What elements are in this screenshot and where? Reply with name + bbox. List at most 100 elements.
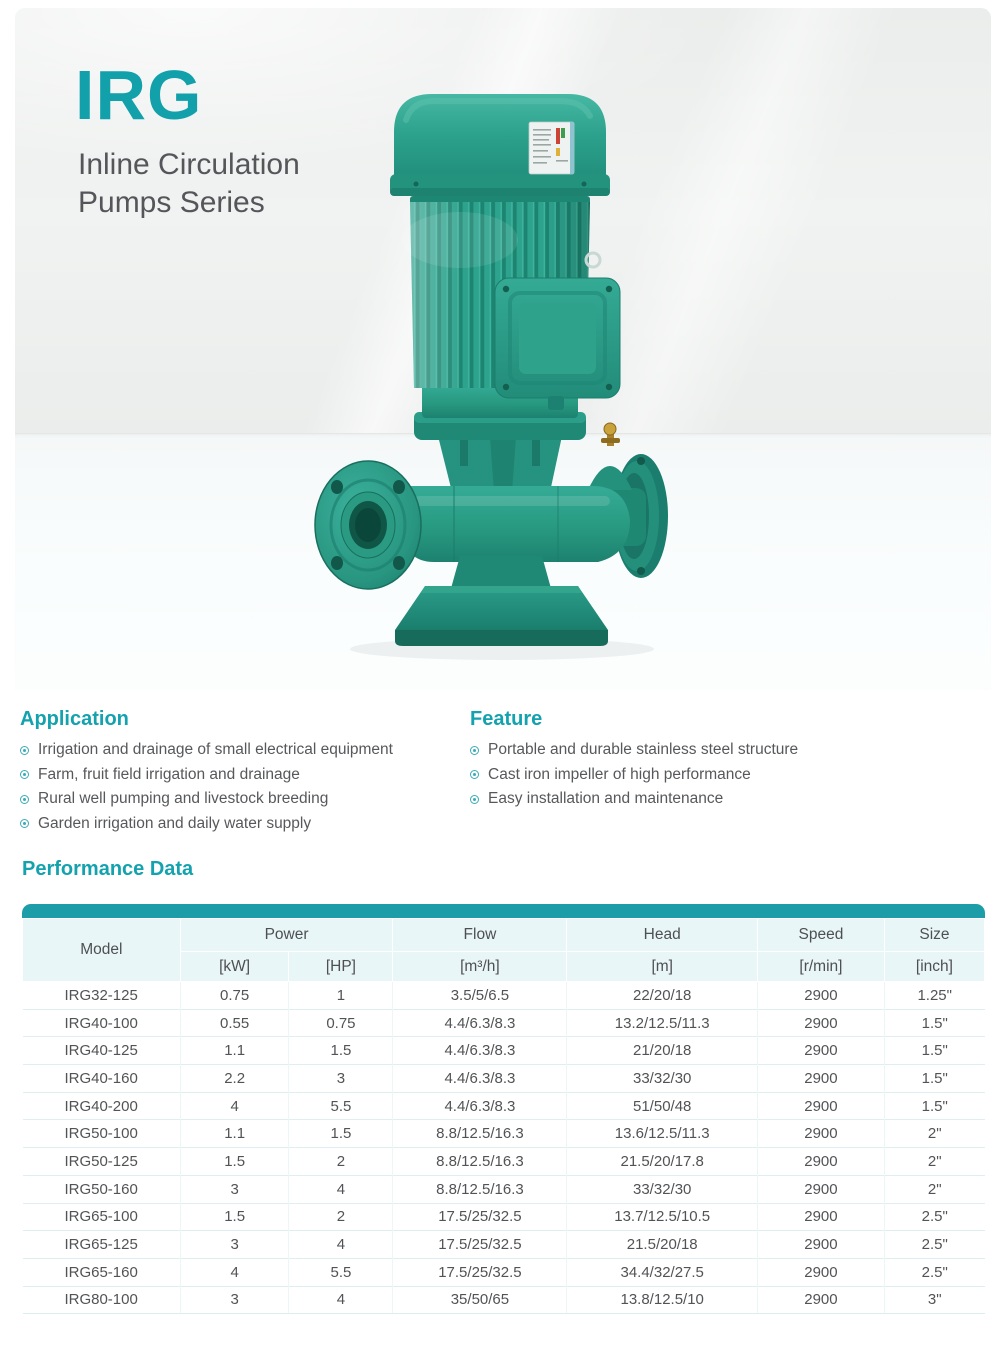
performance-table: Model Power Flow Head Speed Size [kW] [H… — [22, 918, 986, 1315]
table-cell: 2.5" — [883, 1230, 985, 1259]
list-item: Farm, fruit field irrigation and drainag… — [20, 765, 465, 784]
table-cell: 2900 — [756, 1036, 885, 1065]
table-cell: 3.5/5/6.5 — [392, 981, 567, 1010]
table-cell: 2.5" — [883, 1202, 985, 1231]
table-cell: 2900 — [756, 981, 885, 1010]
table-cell: 2900 — [756, 1064, 885, 1093]
table-cell: 2.2 — [179, 1064, 289, 1093]
table-cell: 2900 — [756, 1285, 885, 1315]
pump-junction-box — [494, 277, 621, 410]
table-cell: 3 — [179, 1230, 289, 1259]
list-item-text: Farm, fruit field irrigation and drainag… — [38, 765, 300, 783]
application-section: Application Irrigation and drainage of s… — [20, 708, 465, 840]
table-cell: 2 — [288, 1202, 393, 1231]
table-cell: 4.4/6.3/8.3 — [392, 1064, 567, 1093]
feature-section: Feature Portable and durable stainless s… — [470, 708, 1000, 816]
table-cell: 2900 — [756, 1008, 885, 1037]
performance-title: Performance Data — [22, 858, 194, 880]
table-cell: 2900 — [756, 1230, 885, 1259]
list-item-text: Garden irrigation and daily water supply — [38, 814, 312, 832]
unit-header-head: [m] — [566, 951, 758, 982]
table-cell: 34.4/32/27.5 — [566, 1257, 758, 1287]
pump-volute — [402, 466, 646, 562]
table-cell: 1.5 — [288, 1119, 393, 1148]
table-header: Model Power Flow Head Speed Size [kW] [H… — [22, 918, 986, 982]
list-item: Easy installation and maintenance — [470, 790, 1000, 808]
model-cell: IRG40-160 — [22, 1064, 181, 1093]
inline-pump-photo — [314, 94, 668, 660]
table-cell: 1 — [288, 981, 393, 1010]
table-row: IRG40-200 4 5.5 4.4/6.3/8.3 51/50/48 2900 1.5" — [22, 1091, 985, 1120]
table-row: IRG65-125 3 4 17.5/25/32.5 21.5/20/18 2900 2.5… — [22, 1230, 985, 1259]
pump-lantern — [438, 436, 562, 492]
ring-bullet-icon — [20, 745, 29, 755]
model-cell: IRG65-100 — [22, 1202, 181, 1231]
list-item-text: Rural well pumping and livestock breedin… — [38, 790, 329, 807]
hero-section: IRG Inline Circulation Pumps Series — [15, 8, 991, 690]
table-cell: 1.5 — [179, 1147, 289, 1176]
col-header-head: Head — [566, 918, 758, 952]
table-cell: 8.8/12.5/16.3 — [392, 1174, 567, 1203]
table-cell: 8.8/12.5/16.3 — [392, 1119, 567, 1148]
feature-title: Feature — [470, 708, 543, 730]
model-cell: IRG65-125 — [22, 1230, 181, 1259]
table-cell: 2" — [883, 1174, 985, 1203]
table-cell: 2.5" — [883, 1257, 985, 1287]
table-cell: 13.7/12.5/10.5 — [566, 1202, 758, 1231]
table-cell: 1.5" — [883, 1091, 985, 1120]
table-cell: 21.5/20/18 — [566, 1230, 758, 1259]
col-header-speed: Speed — [756, 918, 885, 952]
table-cell: 1.1 — [179, 1036, 289, 1065]
table-cell: 35/50/65 — [392, 1285, 567, 1315]
table-cell: 3 — [179, 1174, 289, 1203]
model-cell: IRG40-125 — [22, 1036, 181, 1065]
table-cell: 2900 — [756, 1202, 885, 1231]
table-cell: 0.75 — [179, 981, 289, 1010]
list-item-text: Easy installation and maintenance — [488, 790, 724, 807]
performance-table-body: IRG32-125 0.75 1 3.5/5/6.5 22/20/18 2900 1.25"… — [22, 981, 985, 1315]
table-cell: 4 — [288, 1174, 393, 1203]
table-cell: 22/20/18 — [566, 981, 758, 1010]
table-cell: 1.5 — [179, 1202, 289, 1231]
list-item-text: Cast iron impeller of high performance — [488, 765, 751, 783]
table-cell: 17.5/25/32.5 — [392, 1230, 567, 1259]
model-cell: IRG50-100 — [22, 1119, 181, 1148]
unit-header-speed: [r/min] — [756, 951, 885, 982]
motor-nameplate — [528, 121, 575, 175]
list-item-text: Portable and durable stainless steel str… — [488, 741, 799, 758]
model-cell: IRG40-200 — [22, 1091, 181, 1120]
model-cell: IRG50-125 — [22, 1147, 181, 1176]
table-row: IRG40-125 1.1 1.5 4.4/6.3/8.3 21/20/18 2900 1.… — [22, 1036, 985, 1065]
table-cell: 2900 — [756, 1091, 885, 1120]
table-row: IRG40-160 2.2 3 4.4/6.3/8.3 33/32/30 2900 1.5" — [22, 1064, 985, 1093]
table-cell: 4 — [179, 1091, 289, 1120]
pump-motor-cap — [390, 94, 610, 196]
table-cell: 2900 — [756, 1119, 885, 1148]
table-cell: 4.4/6.3/8.3 — [392, 1036, 567, 1065]
col-header-model: Model — [22, 918, 181, 982]
table-row: IRG50-100 1.1 1.5 8.8/12.5/16.3 13.6/12.5/11… — [22, 1119, 985, 1148]
ring-bullet-icon — [470, 794, 479, 804]
table-cell: 3" — [883, 1285, 985, 1315]
table-cell: 0.55 — [179, 1008, 289, 1037]
table-cell: 3 — [288, 1064, 393, 1093]
performance-table-wrap: Model Power Flow Head Speed Size [kW] [H… — [22, 904, 986, 1315]
table-row: IRG80-100 3 4 35/50/65 13.8/12.5/10 2900 3" — [22, 1285, 985, 1315]
brand-subtitle: Inline Circulation Pumps Series — [78, 146, 300, 222]
model-cell: IRG50-160 — [22, 1174, 181, 1203]
table-cell: 1.1 — [179, 1119, 289, 1148]
pump-brass-valve — [601, 422, 620, 446]
table-cell: 1.5" — [883, 1064, 985, 1093]
table-cell: 2 — [288, 1147, 393, 1176]
table-cell: 2900 — [756, 1147, 885, 1176]
table-cell: 17.5/25/32.5 — [392, 1202, 567, 1231]
list-item: Cast iron impeller of high performance — [470, 765, 1000, 784]
table-cell: 5.5 — [288, 1091, 393, 1120]
table-cell: 4.4/6.3/8.3 — [392, 1008, 567, 1037]
col-header-size: Size — [883, 918, 986, 952]
subtitle-line-1: Inline Circulation — [78, 148, 300, 181]
list-item: Rural well pumping and livestock breedin… — [20, 790, 465, 808]
table-top-bar — [22, 904, 985, 918]
table-cell: 13.6/12.5/11.3 — [566, 1119, 758, 1148]
